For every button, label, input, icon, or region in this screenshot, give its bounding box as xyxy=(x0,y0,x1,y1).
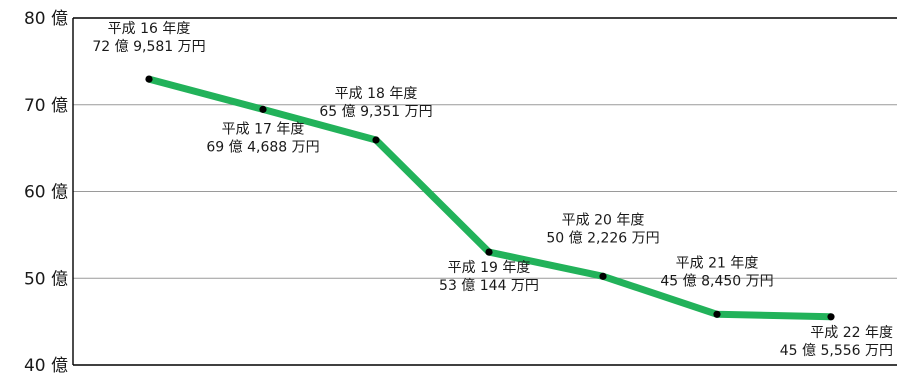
data-point-7 xyxy=(827,313,835,321)
value-label-6: 45 億 8,450 万円 xyxy=(660,273,773,289)
year-label-7: 平成 22 年度 xyxy=(810,325,893,341)
gridlines xyxy=(73,17,897,279)
y-tick-label-40: 40 億 xyxy=(24,356,68,376)
data-points xyxy=(145,75,835,321)
axes xyxy=(72,17,897,366)
value-label-5: 50 億 2,226 万円 xyxy=(546,230,659,246)
data-point-6 xyxy=(713,310,721,318)
y-tick-label-60: 60 億 xyxy=(24,183,68,203)
data-point-5 xyxy=(599,272,607,280)
value-label-7: 45 億 5,556 万円 xyxy=(780,343,893,359)
year-label-4: 平成 19 年度 xyxy=(448,260,531,276)
value-label-2: 69 億 4,688 万円 xyxy=(206,139,319,155)
y-tick-label-70: 70 億 xyxy=(24,96,68,116)
year-label-3: 平成 18 年度 xyxy=(335,86,418,102)
data-point-4 xyxy=(485,248,493,256)
value-label-1: 72 億 9,581 万円 xyxy=(92,39,205,55)
year-label-5: 平成 20 年度 xyxy=(562,212,645,228)
data-point-2 xyxy=(259,105,267,113)
data-point-3 xyxy=(372,136,380,144)
value-label-3: 65 億 9,351 万円 xyxy=(319,104,432,120)
y-tick-label-80: 80 億 xyxy=(24,9,68,29)
year-label-1: 平成 16 年度 xyxy=(108,21,191,37)
y-tick-label-50: 50 億 xyxy=(24,269,68,289)
year-label-6: 平成 21 年度 xyxy=(676,255,759,271)
value-label-4: 53 億 144 万円 xyxy=(439,278,539,294)
y-axis-ticks: 40 億 50 億 60 億 70 億 80 億 xyxy=(24,9,68,376)
data-point-1 xyxy=(145,75,153,83)
year-label-2: 平成 17 年度 xyxy=(222,121,305,137)
